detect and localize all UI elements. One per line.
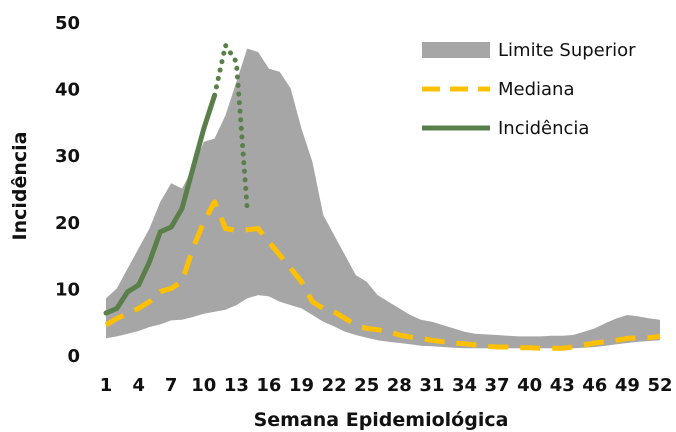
line-incidencia (103, 92, 218, 316)
y-tick-label: 10 (55, 279, 80, 300)
legend: Limite Superior Mediana Incidência (422, 40, 636, 139)
x-tick-label: 13 (224, 375, 249, 396)
x-tick-label: 34 (452, 375, 477, 396)
x-tick-label: 4 (132, 375, 145, 396)
x-tick-label: 16 (256, 375, 281, 396)
x-tick-label: 40 (517, 375, 542, 396)
x-tick-label: 31 (419, 375, 444, 396)
x-axis-ticks: 1 4 7 10 13 16 19 22 25 28 31 34 37 40 43 46 49 52 (100, 375, 673, 396)
y-axis-title: Incidência (9, 132, 31, 241)
x-tick-label: 25 (354, 375, 379, 396)
x-tick-label: 10 (191, 375, 216, 396)
x-tick-label: 52 (647, 375, 672, 396)
plot-area (103, 42, 661, 351)
x-tick-label: 46 (582, 375, 607, 396)
legend-label-mediana: Mediana (498, 79, 575, 100)
line-mediana (104, 199, 661, 351)
legend-swatch-limite-superior (422, 42, 490, 58)
y-axis-ticks: 0 10 20 30 40 50 (55, 13, 80, 367)
line-incidencia-projection (212, 42, 250, 211)
legend-label-incidencia: Incidência (498, 118, 589, 139)
y-tick-label: 20 (55, 213, 80, 234)
x-tick-label: 43 (550, 375, 575, 396)
y-tick-label: 40 (55, 80, 80, 101)
x-tick-label: 28 (387, 375, 412, 396)
y-tick-label: 0 (67, 346, 80, 367)
x-tick-label: 7 (165, 375, 178, 396)
y-tick-label: 30 (55, 146, 80, 167)
y-tick-label: 50 (55, 13, 80, 34)
x-tick-label: 49 (615, 375, 640, 396)
x-tick-label: 22 (322, 375, 347, 396)
band-limite-superior (106, 48, 660, 349)
x-tick-label: 37 (485, 375, 510, 396)
x-tick-label: 1 (100, 375, 113, 396)
x-tick-label: 19 (289, 375, 314, 396)
x-axis-title: Semana Epidemiológica (254, 409, 509, 431)
legend-label-limite-superior: Limite Superior (498, 40, 636, 61)
